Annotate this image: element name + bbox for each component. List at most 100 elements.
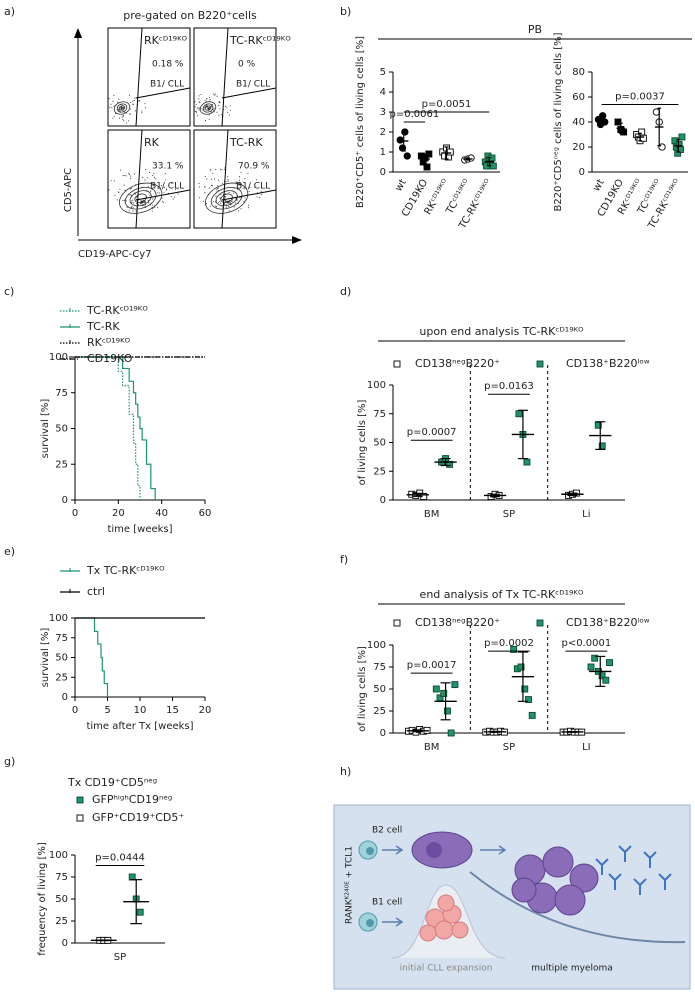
y-tick-label: 0 (62, 692, 68, 703)
gate-line (135, 87, 191, 99)
event-dot (144, 205, 146, 207)
y-tick-label: 100 (367, 640, 386, 651)
event-dot (211, 105, 213, 107)
event-dot (125, 175, 127, 177)
event-dot (132, 210, 134, 212)
event-dot (233, 192, 235, 194)
event-dot (175, 188, 177, 191)
event-dot (112, 117, 114, 119)
contour (204, 105, 212, 111)
event-dot (254, 186, 256, 188)
event-dot (125, 122, 128, 124)
panel-label: e) (4, 545, 15, 558)
event-dot (112, 100, 114, 102)
x-tick-label: 20 (199, 705, 212, 716)
event-dot (218, 101, 220, 103)
event-dot (113, 115, 115, 117)
event-dot (199, 101, 201, 104)
x-tick-label: wt (393, 177, 409, 193)
event-dot (215, 195, 217, 197)
event-dot (212, 93, 214, 95)
event-dot (211, 184, 213, 186)
gate-line (221, 129, 229, 229)
event-dot (124, 189, 126, 191)
point (598, 672, 606, 680)
event-dot (248, 190, 250, 192)
event-dot (197, 108, 199, 110)
gate-line (221, 27, 229, 127)
event-dot (129, 101, 132, 103)
event-dot (218, 114, 220, 116)
event-dot (198, 109, 200, 111)
event-dot (256, 196, 258, 198)
point (515, 410, 523, 418)
point (620, 128, 628, 136)
event-dot (108, 189, 110, 191)
event-dot (154, 206, 156, 208)
genotype-label: RANKᴷ²⁴⁰ᴱ + TCL1 (345, 846, 355, 924)
event-dot (150, 190, 152, 192)
event-dot (144, 179, 146, 181)
y-axis-label: survival [%] (40, 399, 51, 459)
event-dot (110, 180, 112, 182)
event-dot (165, 189, 167, 191)
event-dot (114, 195, 116, 197)
event-dot (113, 180, 115, 182)
legend-label: TC-RKᶜᴰ¹⁹ᴷᴼ (86, 304, 148, 317)
flow-plot: TC-RK 70.9 % B1/ CLL (193, 129, 277, 229)
event-dot (122, 175, 124, 177)
event-dot (225, 206, 227, 208)
event-dot (218, 179, 220, 181)
event-dot (144, 103, 146, 105)
x-tick-label: SP (503, 742, 515, 753)
x-tick-label: 5 (104, 705, 110, 716)
panel-label: g) (4, 755, 15, 768)
point (587, 663, 595, 671)
event-dot (238, 182, 240, 184)
event-dot (132, 100, 134, 102)
y-tick-label: 60 (572, 92, 585, 103)
event-dot (195, 112, 197, 114)
p-value: p<0.0001 (561, 638, 611, 649)
legend-label: CD19KO (87, 352, 133, 365)
event-dot (138, 100, 140, 102)
arrow-head (74, 28, 82, 38)
event-dot (122, 118, 124, 120)
flow-title: pre-gated on B220⁺cells (123, 9, 257, 22)
point (401, 128, 409, 136)
event-dot (195, 111, 197, 113)
point (440, 689, 448, 697)
survival-curve (75, 356, 156, 500)
x-tick-label: wt (591, 177, 607, 193)
event-dot (162, 202, 164, 204)
contour (116, 103, 128, 113)
y-tick-label: 75 (55, 388, 68, 399)
event-dot (128, 173, 130, 175)
event-dot (157, 206, 159, 208)
flow-plot: TC-RKᶜᴰ¹⁹ᴷᴼ 0 % B1/ CLL (193, 27, 291, 127)
event-dot (248, 204, 250, 206)
event-dot (197, 107, 199, 109)
event-dot (109, 106, 111, 108)
event-dot (215, 168, 217, 171)
event-dot (158, 192, 161, 194)
gate-line (135, 189, 191, 201)
event-dot (129, 174, 131, 176)
event-dot (147, 185, 149, 187)
event-dot (172, 198, 174, 200)
point (517, 663, 525, 671)
point (614, 118, 622, 126)
event-dot (129, 94, 131, 96)
p-value: p=0.0007 (407, 427, 457, 438)
event-dot (132, 103, 134, 105)
event-dot (117, 101, 119, 103)
chart: 0 25 50 75 100 survival [%] 0 5 10 15 20 time after… (40, 564, 211, 732)
event-dot (154, 176, 156, 179)
event-dot (152, 198, 154, 200)
event-dot (261, 194, 263, 196)
event-dot (227, 111, 229, 113)
panel-label: d) (340, 285, 351, 298)
event-dot (130, 175, 132, 177)
event-dot (129, 188, 131, 190)
event-dot (227, 178, 229, 180)
